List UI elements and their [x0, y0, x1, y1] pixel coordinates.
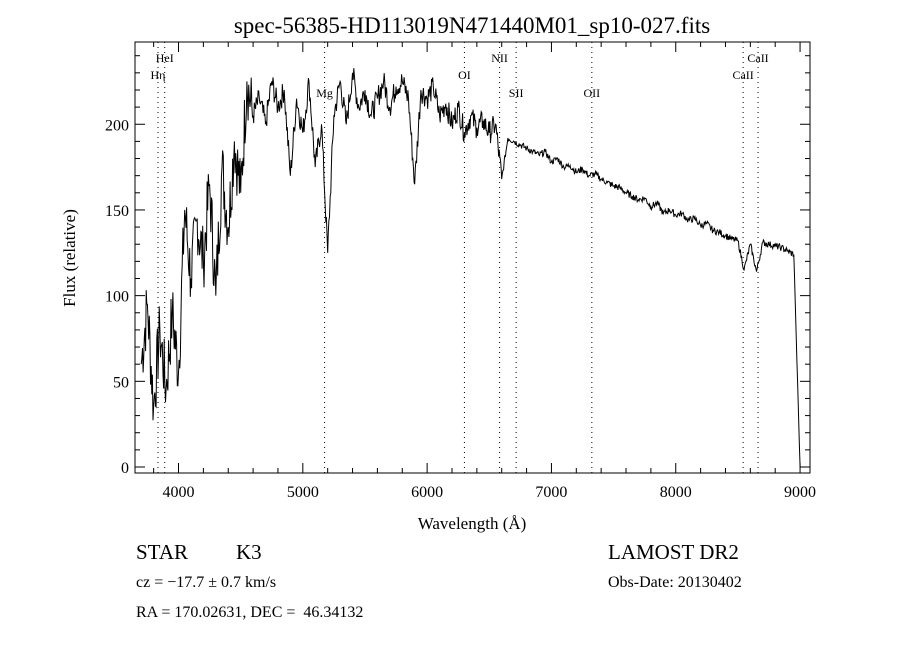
line-marker-label: CaII [732, 68, 753, 82]
x-tick-label: 9000 [784, 484, 816, 501]
x-tick-label: 5000 [287, 484, 319, 501]
x-tick-label: 6000 [411, 484, 443, 501]
x-tick-label: 7000 [535, 484, 567, 501]
spectrum-line [140, 68, 801, 468]
x-tick-label: 8000 [660, 484, 692, 501]
line-markers: HeI Hη Mg OI NII SII OII CaII CaII [151, 42, 769, 473]
coordinates: RA = 170.02631, DEC = 46.34132 [136, 604, 364, 621]
plot-frame [134, 41, 811, 474]
redshift: cz = −17.7 ± 0.7 km/s [136, 574, 277, 591]
object-class: STAR [136, 540, 188, 564]
axis-ticks: 4000 5000 6000 7000 8000 9000 0 50 100 150 200 [105, 42, 816, 501]
subclass: K3 [236, 540, 262, 564]
y-tick-label: 200 [105, 117, 129, 134]
y-axis-label: Flux (relative) [60, 209, 79, 307]
line-marker-label: HeI [156, 51, 174, 65]
x-axis-label: Wavelength (Å) [418, 514, 527, 533]
line-marker-label: NII [491, 51, 508, 65]
line-marker-label: Hη [151, 68, 166, 82]
line-marker-label: OI [458, 68, 471, 82]
y-tick-label: 0 [121, 460, 129, 477]
line-marker-label: Mg [316, 86, 333, 100]
obs-date: Obs-Date: 20130402 [608, 574, 742, 591]
y-tick-label: 150 [105, 203, 129, 220]
x-tick-label: 4000 [163, 484, 195, 501]
line-marker-label: OII [584, 86, 601, 100]
y-tick-label: 100 [105, 289, 129, 306]
y-tick-label: 50 [113, 374, 129, 391]
survey-label: LAMOST DR2 [608, 540, 739, 564]
line-marker-label: SII [509, 86, 524, 100]
chart-title: spec-56385-HD113019N471440M01_sp10-027.f… [234, 13, 710, 38]
line-marker-label: CaII [747, 51, 768, 65]
